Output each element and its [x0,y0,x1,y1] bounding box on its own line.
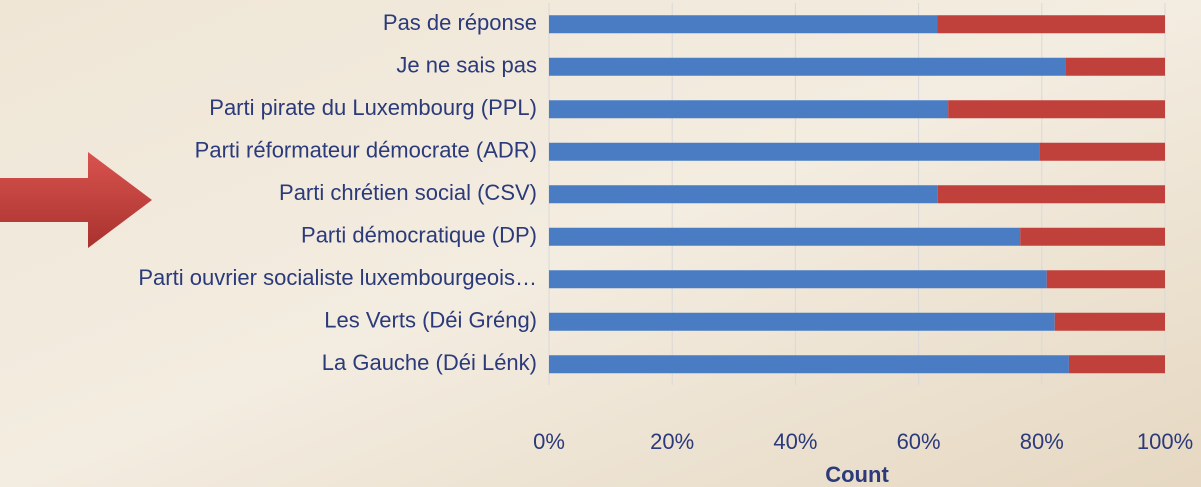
chart: Count 0% 20% 40% 60% 80% 100% Pas de réponse Je… [0,0,1201,487]
bar-segment [549,143,1040,161]
bar-segment [1069,355,1165,373]
x-tick-label: 0% [533,429,565,454]
x-tick-label: 60% [897,429,941,454]
bar-segment [549,185,938,203]
bar-segment [549,355,1069,373]
bar-segment [549,58,1065,76]
bar-segment [549,100,948,118]
bar-segment [549,313,1055,331]
x-tick-label: 20% [650,429,694,454]
x-tick-label: 80% [1020,429,1064,454]
bar-segment [938,185,1165,203]
y-tick-label: Parti réformateur démocrate (ADR) [195,138,537,163]
bar-segment [549,270,1047,288]
bar-segment [948,100,1165,118]
bar-segment [937,15,1165,33]
bar-segment [1065,58,1165,76]
y-tick-label: Parti ouvrier socialiste luxembourgeois… [138,265,537,290]
y-tick-label: Pas de réponse [383,10,537,35]
bar-segment [1040,143,1165,161]
y-tick-label: Je ne sais pas [396,53,537,78]
bar-segment [1020,228,1165,246]
bar-segment [549,15,937,33]
x-axis-title: Count [825,462,889,487]
x-tick-label: 40% [773,429,817,454]
bar-segment [1055,313,1165,331]
bar-segment [1047,270,1165,288]
x-tick-label: 100% [1137,429,1193,454]
y-tick-label: Parti pirate du Luxembourg (PPL) [209,95,537,120]
bar-segment [549,228,1020,246]
y-tick-label: Parti chrétien social (CSV) [279,180,537,205]
y-tick-label: La Gauche (Déi Lénk) [322,350,537,375]
y-tick-label: Les Verts (Déi Gréng) [324,308,537,333]
y-tick-label: Parti démocratique (DP) [301,223,537,248]
